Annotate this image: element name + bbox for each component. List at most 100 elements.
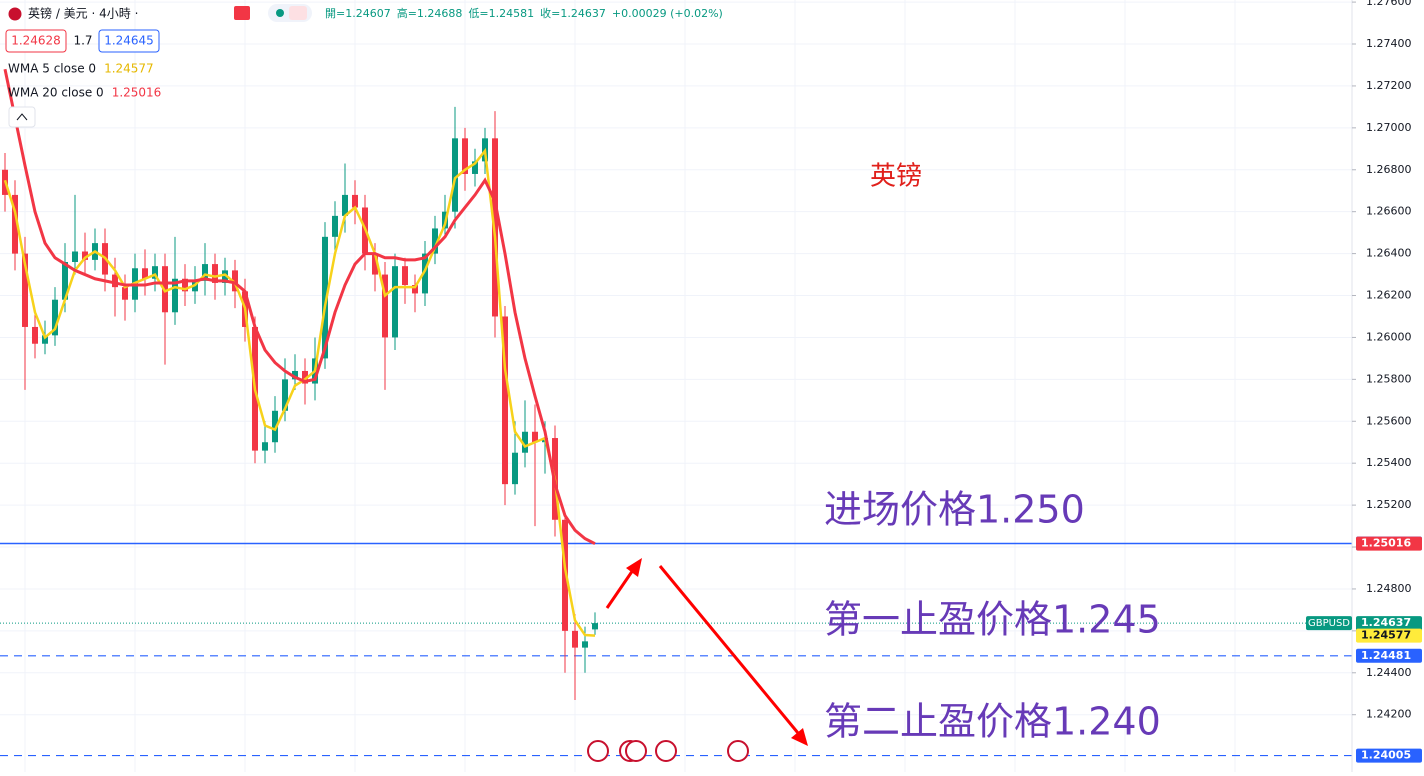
event-icons — [587, 740, 749, 762]
price-badge — [1356, 648, 1422, 663]
y-tick-label: 1.26400 — [1366, 247, 1412, 260]
candle-body — [382, 274, 388, 338]
symbol-badge-label: GBPUSD — [1308, 618, 1350, 629]
arrow — [658, 565, 800, 734]
price-badge — [1356, 748, 1422, 763]
price-badge — [1356, 536, 1422, 551]
y-tick-label: 1.26800 — [1366, 163, 1412, 176]
legend-name: WMA 20 close 0 — [8, 86, 104, 100]
ohlc-value: 開=1.24607 — [325, 7, 391, 20]
candle-body — [582, 641, 588, 648]
bid-price: 1.24628 — [11, 34, 61, 48]
y-tick-label: 1.26200 — [1366, 289, 1412, 302]
candle-body — [452, 138, 458, 212]
plot — [0, 68, 1352, 757]
arrow-head — [791, 728, 808, 746]
price-axis: 1.242001.244001.246001.248001.250001.252… — [1306, 0, 1422, 763]
event-icon[interactable] — [655, 740, 677, 762]
ask-price: 1.24645 — [104, 34, 154, 48]
ohlc-value: +0.00029 (+0.02%) — [612, 7, 723, 20]
price-badge-label: 1.25016 — [1361, 537, 1411, 550]
candle-body — [122, 287, 128, 300]
ohlc-value: 收=1.24637 — [540, 6, 606, 20]
candle-body — [222, 270, 228, 283]
y-tick-label: 1.25200 — [1366, 498, 1412, 511]
event-icon[interactable] — [727, 740, 749, 762]
status-icon — [289, 6, 307, 20]
candle-body — [182, 278, 188, 292]
annotation: 英镑 — [870, 162, 922, 192]
price-badge-label: 1.24481 — [1361, 649, 1411, 662]
candle-body — [292, 370, 298, 380]
price-badge-label: 1.24577 — [1361, 629, 1411, 642]
collapse-button[interactable] — [8, 106, 36, 128]
y-tick-label: 1.27400 — [1366, 37, 1412, 50]
y-tick-label: 1.24200 — [1366, 708, 1412, 721]
candle-body — [22, 253, 28, 327]
bid-box[interactable] — [5, 29, 67, 53]
wma-line — [3, 68, 596, 546]
candle-body — [332, 215, 338, 237]
candle-body — [402, 266, 408, 286]
candle-body — [172, 278, 178, 313]
candle-body — [412, 285, 418, 294]
arrow — [605, 569, 635, 609]
candle-body — [282, 379, 288, 411]
candle-body — [432, 228, 438, 254]
symbol-title: 英镑 / 美元 · 4小時 · — [28, 6, 138, 21]
candle-body — [42, 335, 48, 344]
candle-body — [72, 251, 78, 262]
legend-value: 1.25016 — [112, 86, 162, 100]
annotation: 进场价格1.250 — [824, 488, 1085, 532]
candle-body — [262, 442, 268, 451]
candle-body — [32, 326, 38, 344]
candle-body — [322, 236, 328, 359]
candle-body — [212, 264, 218, 283]
annotation: 第一止盈价格1.245 — [824, 598, 1161, 642]
candle-body — [152, 266, 158, 279]
alert-icon[interactable] — [234, 6, 250, 20]
event-icon[interactable] — [587, 740, 609, 762]
candle-body — [562, 519, 568, 631]
y-tick-label: 1.25800 — [1366, 372, 1412, 385]
price-badge — [1356, 628, 1422, 643]
y-tick-label: 1.27000 — [1366, 121, 1412, 134]
candle-body — [202, 264, 208, 281]
candle-body — [392, 266, 398, 338]
annotation: 第二止盈价格1.240 — [824, 700, 1161, 744]
candle-body — [112, 274, 118, 288]
candle-body — [372, 253, 378, 275]
arrow-head — [626, 558, 642, 577]
y-tick-label: 1.27200 — [1366, 79, 1412, 92]
candle-body — [532, 431, 538, 443]
candle-body — [272, 410, 278, 443]
wma-line — [3, 147, 596, 637]
y-tick-label: 1.24800 — [1366, 582, 1412, 595]
candle-body — [422, 253, 428, 294]
price-badge-label: 1.24637 — [1361, 616, 1411, 629]
ohlc-row: 開=1.24607 高=1.24688 低=1.24581 收=1.24637 +0.0… — [325, 6, 723, 20]
candle-body — [342, 194, 348, 216]
symbol-badge — [1306, 616, 1352, 631]
legend-name: WMA 5 close 0 — [8, 62, 96, 76]
price-badge-label: 1.24005 — [1361, 749, 1411, 762]
ask-box[interactable] — [98, 29, 160, 53]
candle-body — [592, 623, 598, 630]
y-tick-label: 1.27600 — [1366, 0, 1412, 8]
flag-icon — [7, 6, 23, 22]
status-dot — [276, 9, 284, 17]
candle-body — [502, 316, 508, 485]
collapse-icon — [16, 113, 28, 121]
candle-body — [142, 268, 148, 279]
candle-body — [522, 431, 528, 453]
y-tick-label: 1.25400 — [1366, 456, 1412, 469]
candle-body — [82, 251, 88, 260]
y-tick-label: 1.24400 — [1366, 666, 1412, 679]
legend-value: 1.24577 — [104, 62, 154, 76]
candle-body — [462, 138, 468, 174]
candle-body — [572, 630, 578, 648]
event-icon[interactable] — [625, 740, 647, 762]
y-tick-label: 1.26000 — [1366, 330, 1412, 343]
candle-body — [12, 194, 18, 254]
